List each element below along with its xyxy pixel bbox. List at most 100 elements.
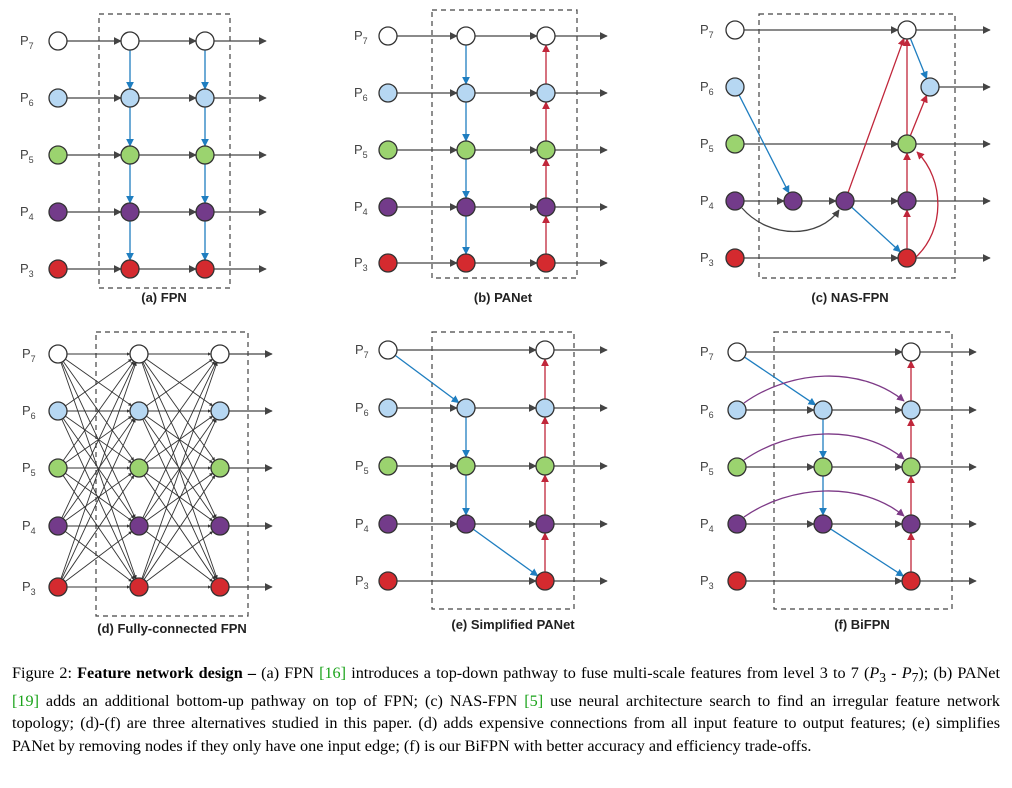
level-label: P3 — [700, 573, 714, 591]
connection-arrow — [64, 531, 133, 582]
feature-node — [727, 342, 747, 362]
citation-link[interactable]: [5] — [524, 691, 544, 710]
feature-node — [195, 259, 215, 279]
feature-node — [378, 26, 398, 46]
level-label: P4 — [22, 518, 36, 536]
connection-arrow — [830, 528, 905, 577]
caption-text: adds an additional bottom-up pathway on … — [38, 691, 525, 710]
feature-node — [901, 514, 921, 534]
connection-arrow — [909, 94, 928, 136]
connection-arrow — [142, 361, 217, 519]
caption-figure-number: Figure 2: — [12, 664, 78, 682]
level-label: P6 — [20, 90, 34, 108]
level-label: P3 — [355, 573, 369, 591]
panel-fully-connected-fpn: P7 P6 P5 P4 P3 (d) Fully-connected FPN — [22, 331, 273, 636]
feature-node — [48, 145, 68, 165]
feature-node — [536, 197, 556, 217]
citation-link[interactable]: [19] — [12, 691, 39, 710]
caption-math: P — [901, 664, 912, 682]
level-label: P6 — [700, 402, 714, 420]
feature-node — [129, 577, 149, 597]
panel-panet: P7 P6 P5 P4 P3 (b) PANet — [354, 9, 608, 305]
caption-text: ); (b) PANet — [918, 664, 1000, 682]
feature-node — [120, 145, 140, 165]
connection-arrow — [472, 528, 539, 577]
level-label: P5 — [700, 459, 714, 477]
connection-arrow — [62, 361, 135, 461]
connection-arrow — [915, 151, 939, 258]
feature-node — [901, 571, 921, 591]
panel-simplified-panet: P7 P6 P5 P4 P3 (e) Simplified PANet — [355, 331, 608, 632]
feature-node — [456, 140, 476, 160]
connection-arrow — [141, 362, 218, 579]
connection-arrow — [65, 358, 132, 407]
feature-node — [535, 514, 555, 534]
citation-link[interactable]: [16] — [319, 664, 347, 682]
figure-caption: Figure 2: Feature network design – (a) F… — [12, 662, 1000, 757]
feature-node — [536, 83, 556, 103]
caption-text: introduces a top-down pathway to fuse mu… — [346, 664, 870, 682]
panel-label: (d) Fully-connected FPN — [97, 621, 247, 636]
connection-arrow — [741, 207, 840, 233]
dashed-box — [758, 13, 956, 279]
connection-arrow — [146, 472, 213, 522]
connection-arrow — [65, 472, 132, 522]
connection-arrow — [61, 418, 136, 580]
feature-node — [897, 134, 917, 154]
feature-node — [195, 88, 215, 108]
connection-arrow — [394, 354, 460, 404]
connection-arrow — [143, 361, 216, 461]
level-label: P3 — [354, 255, 368, 273]
dashed-box — [773, 331, 953, 610]
feature-node — [835, 191, 855, 211]
level-label: P7 — [20, 33, 34, 51]
feature-node — [120, 202, 140, 222]
panel-label: (e) Simplified PANet — [451, 617, 575, 632]
feature-node — [120, 259, 140, 279]
dashed-box — [98, 13, 231, 289]
level-label: P6 — [355, 400, 369, 418]
level-label: P5 — [700, 136, 714, 154]
feature-node — [813, 457, 833, 477]
connection-arrow — [743, 490, 905, 518]
level-label: P4 — [20, 204, 34, 222]
feature-node — [378, 398, 398, 418]
level-label: P7 — [355, 342, 369, 360]
feature-node — [456, 398, 476, 418]
feature-node — [456, 253, 476, 273]
feature-node — [897, 191, 917, 211]
connection-arrow — [142, 418, 217, 580]
connection-arrow — [146, 358, 213, 407]
feature-node — [901, 342, 921, 362]
feature-node — [727, 571, 747, 591]
level-label: P7 — [22, 346, 36, 364]
feature-node — [725, 77, 745, 97]
level-label: P7 — [700, 22, 714, 40]
connection-arrow — [60, 362, 137, 579]
level-label: P6 — [354, 85, 368, 103]
connection-arrow — [909, 38, 928, 80]
feature-node — [195, 202, 215, 222]
panel-bifpn: P7 P6 P5 P4 P3 (f) BiFPN — [700, 331, 977, 632]
feature-node — [920, 77, 940, 97]
panel-fpn: P7 P6 P5 P4 P3 (a) FPN — [20, 13, 267, 305]
level-label: P7 — [354, 28, 368, 46]
panel-label: (f) BiFPN — [834, 617, 890, 632]
feature-node — [901, 400, 921, 420]
level-label: P4 — [355, 516, 369, 534]
connection-arrow — [62, 475, 135, 580]
caption-text: - — [886, 664, 902, 682]
panel-label: (b) PANet — [474, 290, 533, 305]
level-label: P5 — [22, 460, 36, 478]
connection-arrow — [744, 356, 817, 406]
level-label: P4 — [700, 193, 714, 211]
feature-node — [378, 253, 398, 273]
feature-node — [378, 140, 398, 160]
caption-text: (a) FPN — [255, 664, 320, 682]
connection-arrow — [847, 37, 906, 193]
feature-node — [378, 340, 398, 360]
connection-arrow — [145, 531, 214, 582]
feature-node — [378, 456, 398, 476]
panel-nasfpn: P7 P6 P5 P4 P3 (c) NAS-FPN — [700, 13, 991, 305]
caption-text: use neural architecture search to find a… — [12, 691, 1001, 755]
